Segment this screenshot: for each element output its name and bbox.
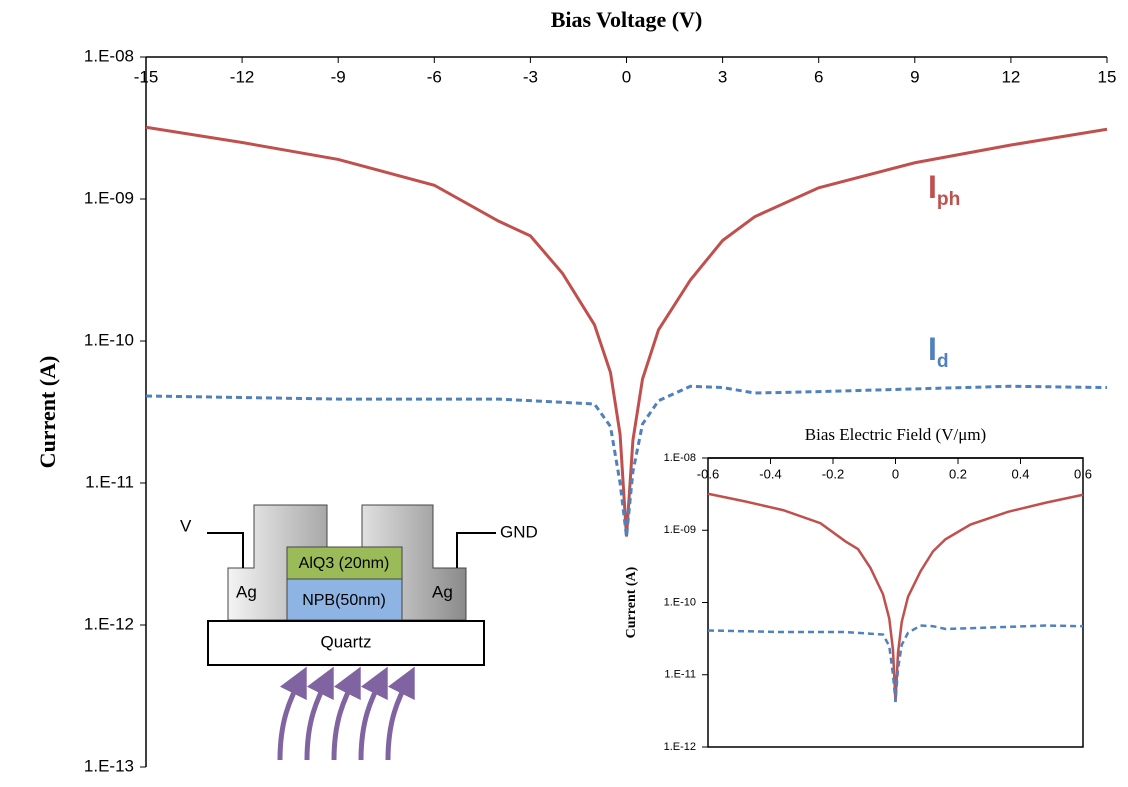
x-tick-label: -0.2: [822, 466, 844, 481]
wire: [456, 532, 496, 568]
x-tick-label: 0.2: [949, 466, 967, 481]
y-tick-label: 1.E-10: [84, 330, 134, 349]
x-tick-label: -15: [134, 67, 159, 86]
arrow: [277, 666, 307, 761]
device-diagram: V GND Ag Ag AlQ3 (20nm) NPB(50nm) Quartz: [180, 504, 538, 761]
label-sub: d: [937, 351, 949, 372]
y-tick-label: 1.E-13: [84, 756, 134, 775]
arrow: [385, 666, 415, 761]
x-tick-label: 12: [1001, 67, 1020, 86]
label: V: [180, 516, 192, 535]
label: AlQ3 (20nm): [299, 555, 390, 572]
y-tick-label: 1.E-12: [84, 614, 134, 633]
x-tick-label: 0: [892, 466, 899, 481]
label-sub: ph: [937, 189, 960, 210]
arrow: [358, 666, 388, 761]
y-axis-title: Current (A): [35, 356, 60, 469]
label-main: I: [928, 331, 937, 367]
axis-title: Bias Electric Field (V/μm): [805, 425, 986, 444]
label: Quartz: [320, 632, 371, 651]
wire: [207, 532, 244, 568]
label: GND: [500, 522, 538, 541]
x-tick-label: 6: [814, 67, 823, 86]
y-tick-label: 1.E-11: [664, 669, 696, 681]
label-main: I: [928, 169, 937, 205]
x-tick-label: -0.4: [759, 466, 781, 481]
inset-frame: [707, 457, 1084, 748]
label: NPB(50nm): [302, 592, 386, 609]
x-tick-label: -0.6: [697, 466, 719, 481]
y-tick-label: 1.E-08: [84, 46, 134, 65]
series-label: Iph: [928, 169, 960, 210]
x-tick-label: 3: [718, 67, 727, 86]
alq-layer: [286, 546, 403, 580]
x-tick-label: 9: [910, 67, 919, 86]
y-tick-label: 1.E-08: [664, 452, 696, 464]
npb-layer: [286, 578, 403, 621]
x-tick-label: 0.4: [1011, 466, 1029, 481]
x-tick-label: -12: [230, 67, 255, 86]
label: Ag: [432, 582, 453, 601]
x-tick-label: 15: [1098, 67, 1117, 86]
label: Ag: [236, 582, 257, 601]
arrow: [331, 666, 361, 761]
x-tick-label: -6: [427, 67, 442, 86]
x-tick-label: 0: [622, 67, 631, 86]
x-tick-label: -3: [523, 67, 538, 86]
y-tick-label: 1.E-10: [664, 596, 696, 608]
y-axis-title: Current (A): [624, 566, 639, 638]
y-tick-label: 1.E-11: [85, 472, 134, 491]
y-tick-label: 1.E-09: [84, 188, 134, 207]
light-arrows: [277, 666, 415, 761]
y-tick-label: 1.E-12: [664, 741, 696, 753]
series-line: [707, 624, 1084, 703]
series-label: Id: [928, 331, 949, 372]
quartz: [207, 620, 485, 666]
axis-title: Bias Voltage (V): [551, 7, 703, 32]
x-tick-label: -9: [331, 67, 346, 86]
arrow: [304, 666, 334, 761]
x-tick-label: 0.6: [1074, 466, 1092, 481]
series-line: [145, 125, 1108, 537]
series-line: [145, 384, 1108, 537]
y-tick-label: 1.E-09: [664, 524, 696, 536]
